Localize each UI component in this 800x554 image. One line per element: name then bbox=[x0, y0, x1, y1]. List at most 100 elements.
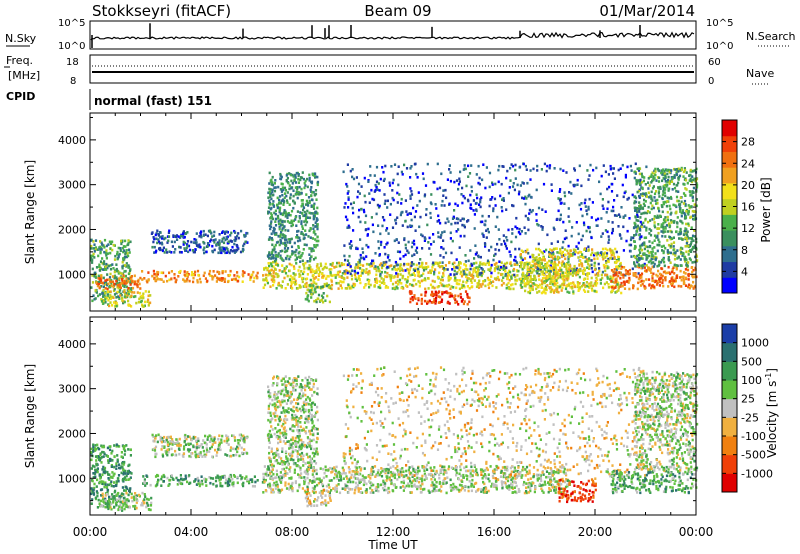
colorbar-tick-label: 500 bbox=[741, 355, 762, 368]
colorbar-segment bbox=[722, 230, 737, 247]
colorbar-segment bbox=[722, 324, 737, 344]
power-axes: 1000 2000 3000 4000 bbox=[58, 113, 697, 311]
colorbar-tick-label: -1000 bbox=[741, 467, 773, 480]
x-tick-label: 12:00 bbox=[376, 525, 411, 539]
nsky-panel: N.Sky 10^5 10^0 10^5 10^0 N.Search bbox=[5, 18, 796, 52]
nsky-tick-top: 10^5 bbox=[58, 18, 85, 29]
colorbar-segment bbox=[722, 198, 737, 215]
nsky-trace bbox=[90, 23, 695, 48]
colorbar-segment bbox=[722, 454, 737, 474]
colorbar-segment bbox=[722, 120, 737, 137]
velocity-colorbar: 1000 500 100 25 -25 -100 -500 -1000 bbox=[721, 323, 773, 493]
colorbar-tick-label: 4 bbox=[741, 265, 748, 278]
x-tick-label: 00:00 bbox=[73, 525, 108, 539]
nsearch-label: N.Search bbox=[746, 30, 796, 43]
colorbar-tick-label: 1000 bbox=[741, 337, 769, 350]
nave-tick-top: 60 bbox=[708, 57, 721, 68]
freq-panel: Freq. [MHz] 18 8 60 0 Nave bbox=[4, 54, 774, 87]
echo-region bbox=[519, 247, 623, 295]
y-tick-label: 4000 bbox=[58, 134, 86, 147]
colorbar-tick-label: 25 bbox=[741, 393, 755, 406]
power-cbar-label: Power [dB] bbox=[759, 177, 773, 242]
power-frame bbox=[89, 112, 697, 312]
nsearch-tick-bottom: 10^0 bbox=[706, 41, 733, 52]
colorbar-segment bbox=[722, 214, 737, 231]
echo-region bbox=[266, 375, 319, 468]
x-tick-label: 08:00 bbox=[275, 525, 310, 539]
echo-region bbox=[408, 290, 471, 306]
x-axis-label: Time UT bbox=[367, 538, 418, 552]
echo-region bbox=[610, 469, 698, 495]
date-title: 01/Mar/2014 bbox=[599, 2, 695, 20]
y-tick-label: 1000 bbox=[58, 268, 86, 281]
echo-region bbox=[342, 162, 648, 277]
colorbar-segment bbox=[722, 361, 737, 381]
colorbar-segment bbox=[722, 398, 737, 418]
echo-region bbox=[304, 283, 332, 304]
x-tick-label: 20:00 bbox=[578, 525, 613, 539]
echo-region bbox=[610, 265, 698, 291]
colorbar-segment bbox=[722, 261, 737, 278]
colorbar-segment bbox=[722, 436, 737, 456]
x-tick-label: 04:00 bbox=[174, 525, 209, 539]
station-title: Stokkseyri (fitACF) bbox=[92, 2, 231, 20]
echo-region bbox=[98, 491, 153, 512]
echo-region bbox=[141, 269, 259, 284]
power-panel: 1000 2000 3000 4000 Slant Range [km] 4 8 12 16… bbox=[23, 112, 773, 312]
colorbar-tick-label: 24 bbox=[741, 157, 755, 170]
freq-tick-top: 18 bbox=[66, 57, 79, 68]
nsearch-tick-top: 10^5 bbox=[706, 18, 733, 29]
velocity-panel: 1000 2000 3000 4000 Slant Range [km] 1000 50… bbox=[23, 316, 779, 516]
velocity-cbar-label: Velocity [m s-1] bbox=[764, 368, 779, 458]
x-tick-label: 16:00 bbox=[477, 525, 512, 539]
colorbar-tick-label: -100 bbox=[741, 430, 766, 443]
cpid-value: normal (fast) 151 bbox=[94, 94, 212, 108]
x-axis: 00:00 04:00 08:00 12:00 16:00 20:00 00:00 bbox=[73, 525, 714, 539]
nsky-label: N.Sky bbox=[5, 32, 37, 45]
colorbar-segment bbox=[722, 417, 737, 437]
echo-region bbox=[150, 229, 249, 255]
echo-region bbox=[100, 290, 152, 308]
colorbar-segment bbox=[722, 151, 737, 168]
power-echoes bbox=[90, 162, 699, 308]
freq-tick-bottom: 8 bbox=[70, 76, 76, 87]
freq-label: Freq. bbox=[6, 54, 33, 67]
y-tick-label: 2000 bbox=[58, 223, 86, 236]
freq-unit: [MHz] bbox=[8, 69, 40, 82]
colorbar-tick-label: 20 bbox=[741, 179, 755, 192]
nave-label: Nave bbox=[746, 67, 774, 80]
colorbar-segment bbox=[722, 380, 737, 400]
colorbar-tick-label: 16 bbox=[741, 201, 755, 214]
colorbar-segment bbox=[722, 342, 737, 362]
cpid-panel: CPID normal (fast) 151 bbox=[6, 89, 212, 110]
velocity-echoes bbox=[90, 366, 699, 512]
colorbar-segment bbox=[722, 473, 737, 493]
echo-region bbox=[632, 166, 699, 268]
y-tick-label: 2000 bbox=[58, 427, 86, 440]
velocity-ylabel: Slant Range [km] bbox=[23, 364, 37, 468]
colorbar-segment bbox=[722, 277, 737, 294]
power-colorbar: 4 8 12 16 20 24 28 bbox=[721, 119, 755, 294]
colorbar-segment bbox=[722, 135, 737, 152]
colorbar-segment bbox=[722, 167, 737, 184]
colorbar-tick-label: 12 bbox=[741, 222, 755, 235]
echo-region bbox=[304, 487, 332, 508]
y-tick-label: 4000 bbox=[58, 338, 86, 351]
y-tick-label: 3000 bbox=[58, 383, 86, 396]
x-tick-label: 00:00 bbox=[679, 525, 714, 539]
nsky-tick-bottom: 10^0 bbox=[58, 41, 85, 52]
power-ylabel: Slant Range [km] bbox=[23, 160, 37, 264]
velocity-axes: 1000 2000 3000 4000 bbox=[58, 317, 697, 515]
echo-region bbox=[151, 433, 249, 459]
colorbar-tick-label: 8 bbox=[741, 244, 748, 257]
echo-region bbox=[95, 274, 142, 291]
colorbar-tick-label: -25 bbox=[741, 411, 759, 424]
colorbar-tick-label: 100 bbox=[741, 374, 762, 387]
echo-region bbox=[342, 366, 648, 481]
cpid-label: CPID bbox=[6, 90, 35, 103]
y-tick-label: 1000 bbox=[58, 472, 86, 485]
colorbar-segment bbox=[722, 245, 737, 263]
echo-region bbox=[90, 443, 133, 509]
beam-title: Beam 09 bbox=[364, 2, 431, 20]
